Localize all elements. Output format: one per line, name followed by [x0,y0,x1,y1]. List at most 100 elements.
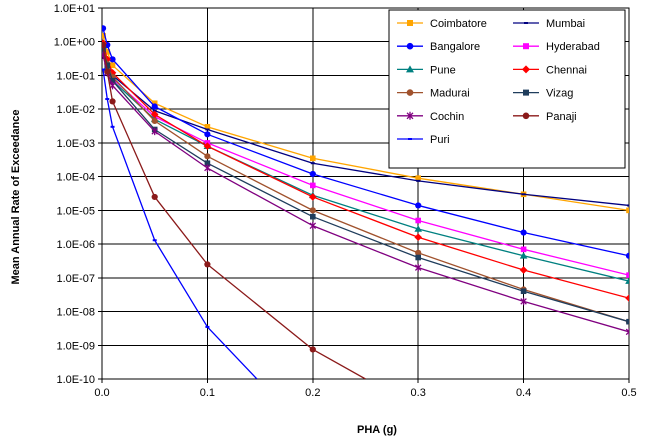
y-axis-title: Mean Annual Rate of Exceedance [10,109,22,284]
data-point-panaji [102,41,107,49]
y-tick-label: 1.0E-04 [56,172,95,184]
data-point-chennai [625,294,629,302]
legend-marker [407,20,413,26]
data-point-puri [205,325,210,328]
data-point-mumbai [416,179,421,182]
data-point-chennai [519,266,528,274]
series-puri [102,68,258,379]
data-point-chennai [203,142,212,150]
x-tick-label: 0.5 [621,387,636,399]
legend-item-mumbai: Mumbai [513,18,585,30]
data-point-coimbatore [310,155,316,162]
data-point-pune [414,225,422,232]
legend-label: Hyderabad [546,41,600,53]
legend-marker [524,22,528,24]
data-point-vizag [415,254,421,261]
legend-item-puri: Puri [397,134,450,146]
series-line-panaji [102,44,366,379]
legend-marker [523,89,529,96]
legend-item-cochin: Cochin [397,111,464,123]
legend-box [388,9,626,169]
y-tick-label: 1.0E-02 [56,104,95,116]
data-point-chennai [150,110,159,119]
y-tick-label: 1.0E-10 [56,374,95,386]
data-point-vizag [310,213,316,220]
data-point-madurai [415,249,422,256]
data-point-cochin [625,328,629,336]
data-point-panaji [109,98,116,105]
x-tick-label: 0.4 [516,387,531,399]
data-point-coimbatore [109,62,116,69]
data-point-bangalore [309,170,316,178]
data-point-madurai [204,153,211,160]
data-point-coimbatore [204,124,211,130]
data-point-bangalore [151,103,158,110]
data-point-hyderabad [520,246,527,253]
data-point-mumbai [627,204,629,207]
legend-item-panaji: Panaji [513,111,577,123]
data-point-chennai [414,233,422,242]
data-point-mumbai [521,193,526,196]
data-point-vizag [204,160,211,167]
legend-marker [406,89,414,96]
data-point-coimbatore [626,207,629,214]
legend-label: Cochin [430,111,464,123]
data-point-hyderabad [626,272,629,278]
legend-label: Puri [430,134,450,146]
data-point-cochin [309,221,317,230]
x-tick-label: 0.3 [411,387,426,399]
legend-label: Coimbatore [430,18,487,30]
series-panaji [102,41,366,379]
legend-marker [522,65,530,74]
data-point-puri [110,125,115,128]
data-point-coimbatore [104,49,111,55]
data-point-vizag [104,62,111,69]
data-point-bangalore [109,56,116,63]
x-tick-labels: 0.0 0.1 0.2 0.3 0.4 0.5 [94,387,636,399]
data-point-hyderabad [415,217,421,224]
data-point-panaji [309,346,316,353]
x-axis-title: PHA (g) [357,424,397,436]
y-tick-label: 1.0E-08 [56,307,95,319]
data-point-pune [625,277,629,284]
legend-label: Mumbai [546,18,585,30]
data-point-hyderabad [310,182,316,189]
legend-marker [522,112,530,120]
data-point-panaji [104,68,111,75]
data-point-bangalore [415,202,422,209]
data-point-puri [105,98,110,101]
series-layer [102,25,629,379]
legend-label: Bangalore [430,41,480,53]
legend-item-pune: Pune [397,64,456,76]
y-tick-label: 1.0E+00 [54,37,95,49]
data-point-cochin [520,297,527,306]
legend-label: Panaji [546,111,577,123]
data-point-coimbatore [151,100,158,107]
series-line-puri [102,69,258,379]
legend-marker [523,43,529,50]
data-point-cochin [414,263,422,272]
data-point-pune [519,251,528,259]
legend-item-vizag: Vizag [513,88,573,100]
legend-label: Chennai [546,64,587,76]
data-point-vizag [109,77,116,84]
legend-marker [408,138,412,140]
y-tick-labels: 1.0E-10 1.0E-09 1.0E-08 1.0E-07 1.0E-06 1.0E-… [54,3,95,386]
y-tick-label: 1.0E-03 [56,138,95,150]
data-point-bangalore [625,252,629,259]
x-tick-label: 0.0 [94,387,109,399]
data-point-puri [102,68,106,71]
legend-label: Pune [430,64,456,76]
legend-label: Madurai [430,88,470,100]
data-point-mumbai [310,162,315,165]
y-tick-label: 1.0E-01 [56,70,95,82]
data-point-panaji [151,193,158,201]
data-point-vizag [626,318,629,325]
data-point-cochin [151,127,158,136]
y-tick-label: 1.0E-05 [56,205,95,217]
legend-marker [406,111,414,120]
data-point-coimbatore [102,32,106,39]
data-point-bangalore [102,25,107,32]
y-tick-label: 1.0E+01 [54,3,95,15]
